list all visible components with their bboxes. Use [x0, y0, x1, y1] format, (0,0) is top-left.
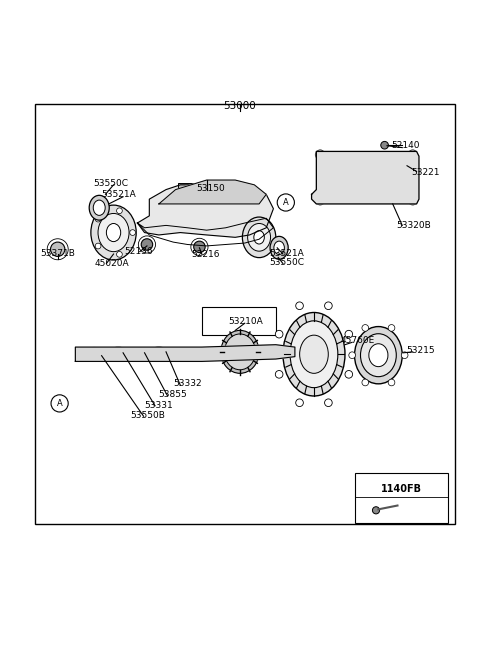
Ellipse shape [248, 224, 271, 251]
Text: 52216: 52216 [192, 249, 220, 258]
Ellipse shape [242, 217, 276, 258]
Circle shape [95, 243, 101, 249]
Circle shape [401, 352, 408, 359]
Ellipse shape [107, 224, 120, 241]
Circle shape [315, 150, 325, 159]
Text: 53210A: 53210A [228, 318, 264, 326]
Circle shape [95, 216, 101, 222]
Ellipse shape [355, 327, 402, 384]
Text: 53150: 53150 [196, 184, 225, 193]
Ellipse shape [270, 236, 288, 259]
Circle shape [296, 302, 303, 310]
Circle shape [324, 399, 332, 407]
Polygon shape [159, 180, 266, 204]
Ellipse shape [84, 348, 105, 361]
Text: A: A [283, 198, 288, 207]
Polygon shape [312, 152, 419, 204]
Text: 53331: 53331 [144, 401, 173, 410]
Circle shape [324, 302, 332, 310]
Text: 52136: 52136 [124, 247, 153, 256]
Circle shape [381, 142, 388, 149]
Text: 53550B: 53550B [130, 411, 165, 420]
Bar [355, 472, 447, 523]
Text: A: A [57, 399, 62, 408]
Circle shape [349, 352, 356, 359]
Text: 53371B: 53371B [40, 249, 75, 258]
Ellipse shape [369, 344, 388, 367]
Bar [178, 184, 240, 201]
Text: 53332: 53332 [173, 379, 202, 388]
Circle shape [362, 325, 369, 331]
Text: 53550C: 53550C [93, 179, 128, 188]
Ellipse shape [254, 231, 264, 244]
Ellipse shape [221, 331, 259, 373]
Circle shape [362, 379, 369, 386]
Polygon shape [137, 185, 274, 237]
Circle shape [194, 241, 205, 253]
Text: 53521A: 53521A [102, 190, 136, 199]
Text: 53855: 53855 [158, 390, 187, 400]
Polygon shape [75, 344, 295, 361]
Circle shape [141, 239, 153, 250]
Ellipse shape [300, 335, 328, 373]
Ellipse shape [132, 348, 147, 359]
Circle shape [315, 195, 325, 205]
Text: 53521A: 53521A [270, 249, 304, 258]
Circle shape [117, 251, 122, 257]
Ellipse shape [109, 347, 127, 359]
Ellipse shape [88, 350, 101, 359]
Ellipse shape [290, 321, 338, 388]
Ellipse shape [93, 200, 105, 215]
Text: 1140FB: 1140FB [381, 484, 422, 494]
Text: 45020A: 45020A [95, 259, 130, 268]
Text: 53215: 53215 [406, 346, 435, 355]
Text: 45760E: 45760E [340, 337, 374, 346]
Circle shape [130, 230, 135, 236]
Text: 53550C: 53550C [270, 258, 305, 267]
Ellipse shape [372, 506, 380, 514]
Ellipse shape [151, 347, 167, 359]
Bar [331, 157, 402, 197]
Bar [35, 104, 455, 523]
Ellipse shape [225, 334, 255, 370]
Circle shape [276, 331, 283, 338]
Ellipse shape [91, 205, 136, 260]
Ellipse shape [274, 241, 284, 255]
Circle shape [345, 371, 353, 378]
Text: 53320B: 53320B [396, 221, 431, 230]
Text: 52140: 52140 [392, 141, 420, 150]
Text: 53000: 53000 [224, 101, 256, 111]
Bar [202, 306, 276, 335]
Circle shape [388, 325, 395, 331]
Circle shape [117, 208, 122, 214]
Ellipse shape [113, 350, 124, 357]
Circle shape [50, 242, 65, 256]
Circle shape [408, 150, 418, 159]
Ellipse shape [98, 213, 129, 252]
Circle shape [408, 195, 418, 205]
Circle shape [276, 371, 283, 378]
Circle shape [296, 399, 303, 407]
Ellipse shape [283, 312, 345, 396]
Text: 53221: 53221 [411, 169, 439, 177]
Circle shape [388, 379, 395, 386]
Ellipse shape [360, 334, 396, 377]
Ellipse shape [89, 195, 109, 220]
Circle shape [345, 331, 353, 338]
Ellipse shape [154, 349, 164, 356]
